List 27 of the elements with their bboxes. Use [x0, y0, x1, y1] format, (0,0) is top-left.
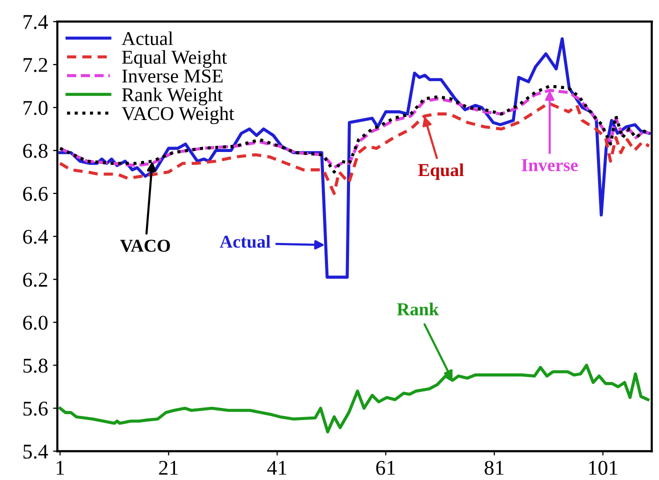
annotation: Rank: [397, 302, 439, 316]
y-tick-label: 5.6: [23, 402, 48, 416]
x-tick-label: 61: [376, 460, 395, 475]
y-tick-label: 6.8: [23, 144, 48, 158]
y-tick-label: 6.6: [23, 186, 48, 201]
annotation: VACO: [120, 240, 170, 252]
legend-label: Actual: [122, 31, 173, 46]
legend-label: Rank Weight: [122, 88, 223, 106]
y-tick-label: 6.0: [23, 316, 48, 330]
legend-label: Equal Weight: [122, 50, 227, 68]
x-tick-label: 21: [159, 460, 178, 475]
annotation: Inverse: [522, 159, 578, 172]
y-tick-label: 7.0: [24, 100, 48, 116]
x-tick-label: 101: [589, 460, 618, 475]
y-tick-label: 6.4: [23, 230, 48, 244]
y-tick-label: 7.4: [24, 15, 48, 30]
x-tick-label: 41: [267, 460, 286, 475]
legend-label: VACO Weight: [122, 106, 234, 124]
x-tick-label: 1: [56, 460, 64, 475]
y-tick-label: 5.8: [23, 358, 48, 373]
legend-label: Inverse MSE: [122, 70, 223, 83]
x-tick-label: 81: [484, 460, 504, 475]
annotation: Equal: [418, 163, 464, 180]
annotation: Actual: [220, 235, 270, 248]
y-tick-label: 7.2: [24, 58, 48, 72]
y-tick-label: 5.4: [23, 444, 48, 459]
y-tick-label: 6.2: [23, 272, 48, 287]
